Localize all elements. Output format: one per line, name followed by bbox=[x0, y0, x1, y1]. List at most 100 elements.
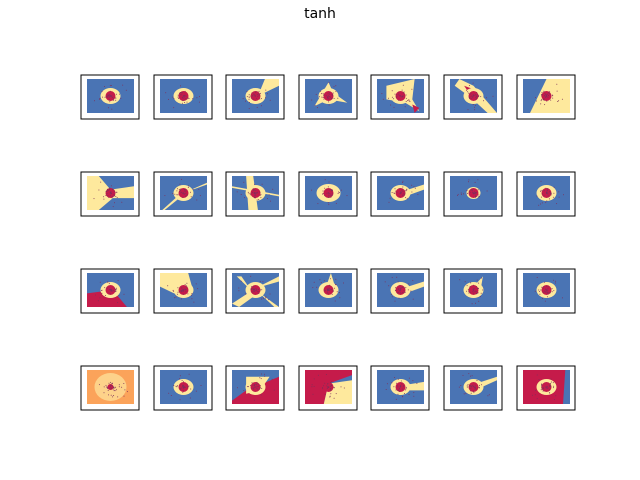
data-point bbox=[254, 289, 256, 291]
data-point bbox=[547, 289, 549, 291]
data-point bbox=[255, 190, 257, 192]
data-point bbox=[468, 289, 469, 291]
data-point bbox=[107, 107, 109, 109]
data-point bbox=[343, 282, 344, 284]
data-point bbox=[544, 281, 545, 283]
data-point bbox=[101, 90, 103, 92]
data-point bbox=[111, 193, 113, 195]
data-point bbox=[115, 288, 117, 290]
data-point bbox=[469, 286, 471, 288]
data-point bbox=[261, 373, 263, 375]
data-point bbox=[399, 193, 401, 195]
data-point bbox=[470, 387, 472, 389]
data-point bbox=[409, 101, 411, 102]
data-point bbox=[550, 378, 552, 380]
data-point bbox=[476, 91, 478, 93]
data-point bbox=[250, 194, 252, 196]
data-point bbox=[198, 101, 200, 103]
data-point bbox=[405, 190, 407, 192]
data-point bbox=[111, 384, 113, 386]
data-point bbox=[175, 296, 177, 298]
subplot-22 bbox=[80, 365, 140, 411]
data-point bbox=[475, 388, 477, 390]
data-point bbox=[331, 293, 333, 295]
data-point bbox=[179, 384, 181, 386]
data-point bbox=[540, 203, 542, 205]
data-point bbox=[269, 293, 271, 295]
data-point bbox=[186, 286, 188, 288]
data-point bbox=[329, 96, 331, 97]
data-point bbox=[411, 88, 413, 90]
data-point bbox=[324, 394, 326, 396]
data-point bbox=[552, 196, 554, 198]
data-point bbox=[540, 189, 542, 191]
data-point bbox=[254, 94, 256, 96]
data-point bbox=[538, 204, 540, 206]
data-point bbox=[410, 290, 412, 292]
data-point bbox=[327, 98, 329, 100]
data-point bbox=[393, 106, 395, 108]
data-point bbox=[417, 194, 419, 196]
data-point bbox=[179, 92, 181, 93]
data-point bbox=[179, 388, 181, 390]
data-point bbox=[315, 93, 317, 95]
data-point bbox=[118, 384, 120, 386]
data-point bbox=[250, 384, 251, 386]
data-point bbox=[245, 100, 246, 102]
data-point bbox=[552, 382, 554, 384]
data-point bbox=[326, 192, 328, 194]
data-point bbox=[475, 96, 477, 98]
data-point bbox=[541, 193, 543, 195]
data-point bbox=[329, 92, 331, 94]
subplot-6 bbox=[443, 74, 503, 120]
data-point bbox=[540, 100, 542, 102]
data-point bbox=[186, 282, 188, 284]
data-point bbox=[181, 178, 183, 180]
data-point bbox=[252, 291, 254, 293]
subplot-28 bbox=[516, 365, 576, 411]
data-point bbox=[182, 389, 184, 391]
data-point bbox=[120, 97, 122, 99]
data-point bbox=[466, 386, 468, 388]
data-point bbox=[101, 292, 103, 294]
data-point bbox=[326, 95, 328, 97]
data-point bbox=[468, 373, 470, 375]
data-point bbox=[474, 94, 476, 95]
data-point bbox=[327, 383, 329, 385]
data-point bbox=[536, 374, 538, 376]
data-point bbox=[184, 193, 186, 195]
data-point bbox=[395, 389, 397, 391]
data-point bbox=[173, 107, 175, 109]
data-point bbox=[343, 387, 345, 389]
data-point bbox=[330, 384, 332, 386]
data-point bbox=[543, 99, 545, 101]
data-point bbox=[181, 102, 183, 104]
data-point bbox=[311, 99, 313, 101]
data-point bbox=[99, 281, 101, 283]
data-point bbox=[541, 91, 543, 93]
data-point bbox=[328, 104, 330, 106]
data-point bbox=[183, 99, 185, 101]
data-point bbox=[183, 385, 185, 387]
data-point bbox=[328, 196, 330, 198]
data-point bbox=[114, 190, 115, 192]
data-point bbox=[541, 98, 543, 100]
data-point bbox=[400, 192, 402, 194]
center-spill bbox=[412, 104, 420, 113]
data-point bbox=[468, 385, 470, 387]
data-point bbox=[550, 192, 552, 194]
data-point bbox=[191, 294, 193, 296]
data-point bbox=[472, 94, 474, 95]
subplot-20 bbox=[443, 268, 503, 314]
data-point bbox=[391, 192, 393, 193]
subplot-11 bbox=[298, 171, 358, 217]
data-point bbox=[253, 189, 254, 191]
data-point bbox=[182, 384, 184, 386]
data-point bbox=[474, 104, 476, 106]
data-point bbox=[180, 189, 182, 191]
data-point bbox=[399, 290, 401, 292]
data-point bbox=[398, 99, 400, 101]
data-point bbox=[258, 93, 260, 95]
data-point bbox=[328, 95, 330, 97]
data-point bbox=[179, 378, 181, 380]
